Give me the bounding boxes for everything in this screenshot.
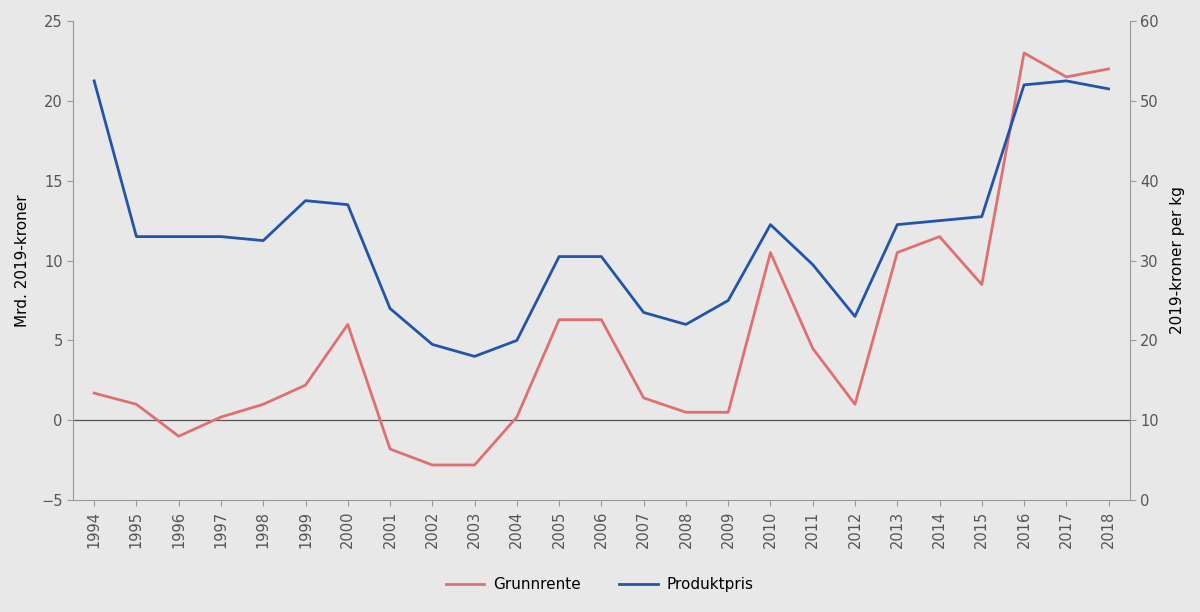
Produktpris	[86, 77, 101, 84]
Grunnrente	[552, 316, 566, 323]
Produktpris	[1016, 81, 1031, 89]
Produktpris	[172, 233, 186, 241]
Produktpris	[256, 237, 270, 244]
Grunnrente	[172, 433, 186, 440]
Grunnrente	[763, 249, 778, 256]
Produktpris	[679, 321, 694, 328]
Produktpris	[847, 313, 862, 320]
Grunnrente	[721, 409, 736, 416]
Grunnrente	[636, 394, 650, 401]
Produktpris	[636, 309, 650, 316]
Legend: Grunnrente, Produktpris: Grunnrente, Produktpris	[440, 571, 760, 599]
Grunnrente	[594, 316, 608, 323]
Grunnrente	[805, 345, 820, 352]
Grunnrente	[86, 389, 101, 397]
Produktpris	[763, 221, 778, 228]
Grunnrente	[679, 409, 694, 416]
Grunnrente	[1060, 73, 1074, 81]
Produktpris	[425, 341, 439, 348]
Produktpris	[510, 337, 524, 344]
Produktpris	[130, 233, 144, 241]
Produktpris	[383, 305, 397, 312]
Produktpris	[805, 261, 820, 268]
Grunnrente	[932, 233, 947, 241]
Produktpris	[552, 253, 566, 260]
Line: Grunnrente: Grunnrente	[94, 53, 1109, 465]
Grunnrente	[1016, 50, 1031, 57]
Grunnrente	[974, 281, 989, 288]
Produktpris	[214, 233, 228, 241]
Grunnrente	[847, 401, 862, 408]
Grunnrente	[383, 446, 397, 453]
Produktpris	[1102, 85, 1116, 92]
Grunnrente	[299, 381, 313, 389]
Produktpris	[932, 217, 947, 225]
Grunnrente	[341, 321, 355, 328]
Grunnrente	[890, 249, 905, 256]
Grunnrente	[467, 461, 481, 469]
Produktpris	[974, 213, 989, 220]
Produktpris	[299, 197, 313, 204]
Produktpris	[341, 201, 355, 208]
Produktpris	[890, 221, 905, 228]
Grunnrente	[256, 401, 270, 408]
Line: Produktpris: Produktpris	[94, 81, 1109, 356]
Produktpris	[1060, 77, 1074, 84]
Y-axis label: Mrd. 2019-kroner: Mrd. 2019-kroner	[14, 194, 30, 327]
Produktpris	[594, 253, 608, 260]
Grunnrente	[214, 413, 228, 420]
Grunnrente	[1102, 65, 1116, 73]
Grunnrente	[130, 401, 144, 408]
Y-axis label: 2019-kroner per kg: 2019-kroner per kg	[1170, 187, 1184, 335]
Produktpris	[467, 353, 481, 360]
Grunnrente	[425, 461, 439, 469]
Grunnrente	[510, 413, 524, 420]
Produktpris	[721, 297, 736, 304]
